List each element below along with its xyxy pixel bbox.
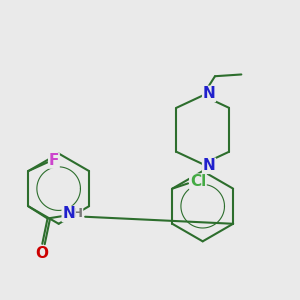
Text: F: F [49, 153, 59, 168]
Text: O: O [35, 246, 48, 261]
Text: N: N [202, 158, 215, 173]
Text: H: H [71, 207, 82, 220]
Text: Cl: Cl [190, 174, 206, 189]
Text: N: N [202, 86, 215, 101]
Text: N: N [62, 206, 75, 221]
